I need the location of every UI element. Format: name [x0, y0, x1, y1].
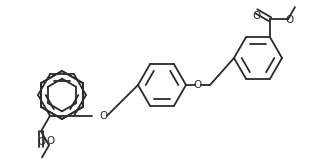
Text: O: O: [252, 11, 260, 21]
Text: O: O: [193, 80, 201, 90]
Text: O: O: [99, 111, 107, 121]
Text: O: O: [285, 15, 293, 25]
Text: O: O: [46, 136, 54, 146]
Text: O: O: [37, 137, 45, 147]
